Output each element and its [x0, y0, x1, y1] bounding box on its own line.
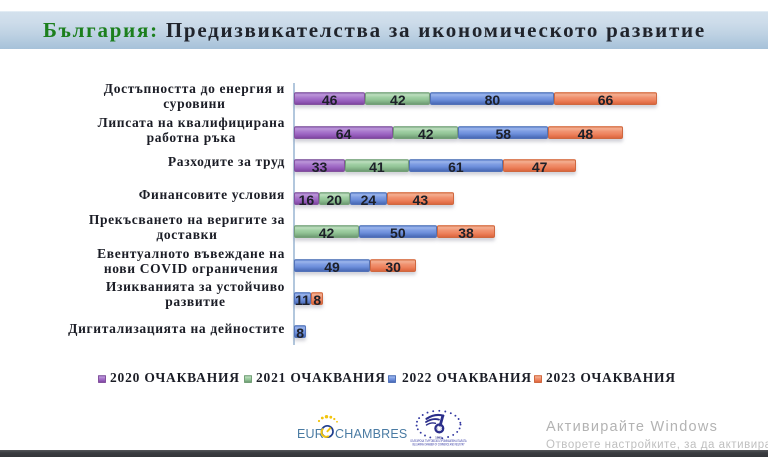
- svg-text:BULGARIAN CHAMBER OF COMMERCE: BULGARIAN CHAMBER OF COMMERCE AND INDUST…: [413, 443, 466, 447]
- svg-text:1895: 1895: [435, 435, 442, 439]
- svg-text:БЪЛГАРСКА ТЪРГОВСКО-ПРОМИШЛЕНА: БЪЛГАРСКА ТЪРГОВСКО-ПРОМИШЛЕНА ПАЛАТА: [411, 439, 468, 443]
